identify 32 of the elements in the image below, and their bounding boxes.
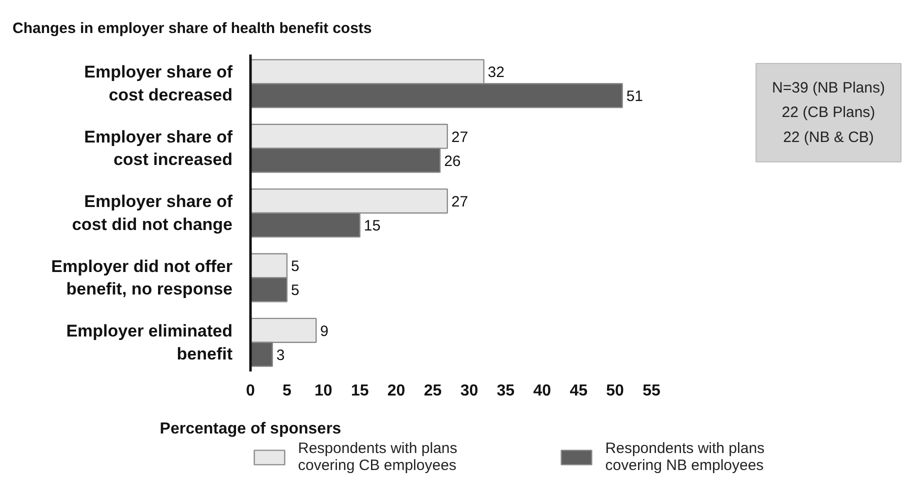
y-tick-label: Employer did not offer benefit, no response: [51, 256, 233, 299]
x-tick-label: 5: [282, 382, 292, 400]
y-tick-label: Employer share of cost decreased: [84, 62, 233, 105]
data-label: 5: [290, 282, 300, 300]
x-tick-label: 40: [533, 382, 552, 400]
data-label: 9: [320, 322, 328, 340]
data-label: 27: [451, 128, 468, 146]
x-tick-label: 15: [350, 382, 369, 400]
text: N=39 (NB Plans) 22 (CB Plans) 22 (NB & CB): [772, 80, 885, 146]
data-label: 3: [276, 346, 285, 364]
data-label: 5: [290, 258, 300, 276]
x-axis-title: Percentage of sponsers: [160, 420, 342, 438]
chart-title: Changes in employer share of health benefit costs: [12, 20, 372, 37]
data-label: 26: [444, 152, 461, 170]
y-tick-label: Employer share of cost increased: [84, 127, 233, 170]
data-label: 27: [451, 194, 468, 211]
x-tick-label: 50: [606, 382, 624, 400]
y-tick-label: Employer eliminated benefit: [66, 321, 233, 364]
x-tick-label: 35: [496, 382, 515, 400]
x-tick-label: 30: [460, 382, 478, 400]
legend-label: Respondents with plans covering NB employees: [605, 440, 765, 474]
y-tick-label: Employer share of cost did not change: [72, 192, 233, 234]
data-label: 32: [488, 64, 504, 82]
legend-label: Respondents with plans covering CB employees: [298, 440, 458, 474]
data-label: 51: [626, 88, 644, 106]
x-tick-label: 25: [424, 382, 442, 400]
data-label: 15: [364, 217, 381, 234]
x-tick-label: 20: [387, 382, 406, 400]
x-tick-label: 0: [246, 382, 256, 400]
x-tick-label: 55: [642, 382, 660, 400]
x-tick-label: 10: [314, 382, 332, 400]
x-tick-label: 45: [570, 382, 588, 400]
